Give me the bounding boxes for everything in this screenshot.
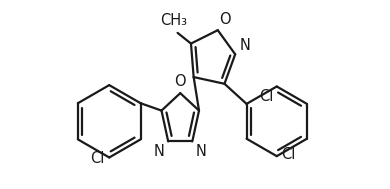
Text: Cl: Cl xyxy=(281,147,295,162)
Text: N: N xyxy=(195,144,206,159)
Text: Cl: Cl xyxy=(90,151,105,166)
Text: Cl: Cl xyxy=(259,89,273,104)
Text: N: N xyxy=(154,144,165,159)
Text: O: O xyxy=(219,12,231,27)
Text: N: N xyxy=(239,38,250,53)
Text: CH₃: CH₃ xyxy=(160,13,187,28)
Text: O: O xyxy=(174,74,186,89)
